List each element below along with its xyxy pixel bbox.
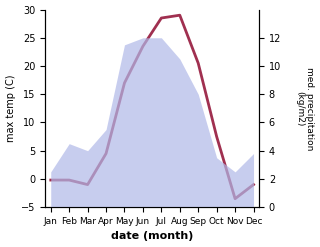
X-axis label: date (month): date (month) (111, 231, 193, 242)
Y-axis label: med. precipitation
(kg/m2): med. precipitation (kg/m2) (295, 67, 315, 150)
Y-axis label: max temp (C): max temp (C) (5, 75, 16, 142)
